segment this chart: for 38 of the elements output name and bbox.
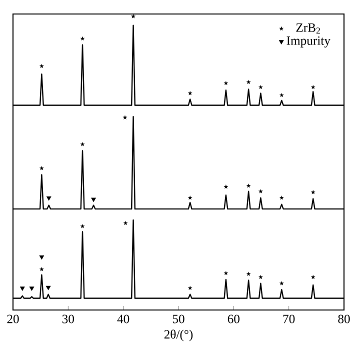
x-tick-label: 40 bbox=[117, 314, 130, 324]
point bbox=[224, 184, 228, 189]
point bbox=[91, 198, 96, 202]
point bbox=[224, 270, 228, 276]
point bbox=[39, 266, 44, 272]
point bbox=[29, 286, 34, 291]
point bbox=[46, 196, 52, 201]
point bbox=[279, 195, 284, 200]
point bbox=[246, 272, 251, 276]
point bbox=[130, 14, 136, 18]
legend-label: ZrB$_{2}$ bbox=[296, 23, 320, 34]
point bbox=[80, 224, 85, 228]
point bbox=[279, 92, 284, 98]
point bbox=[279, 281, 284, 286]
point bbox=[310, 190, 316, 194]
point bbox=[310, 84, 316, 90]
point bbox=[46, 286, 51, 290]
point bbox=[39, 166, 44, 170]
point bbox=[246, 183, 251, 188]
point bbox=[258, 274, 263, 280]
point bbox=[188, 90, 192, 96]
point bbox=[188, 195, 192, 200]
legend-label: Impurity bbox=[286, 36, 330, 48]
x-tick-label: 50 bbox=[172, 314, 184, 324]
point bbox=[20, 286, 25, 291]
point bbox=[224, 80, 228, 86]
point bbox=[39, 64, 44, 68]
point bbox=[258, 84, 263, 90]
point bbox=[39, 255, 44, 260]
x-tick-label: 70 bbox=[283, 314, 295, 324]
point bbox=[80, 142, 85, 146]
x-tick-label: 80 bbox=[338, 314, 350, 324]
point bbox=[258, 189, 263, 194]
x-tick-label: 60 bbox=[228, 314, 240, 324]
x-tick-label: 30 bbox=[62, 314, 74, 324]
point bbox=[123, 220, 128, 226]
x-tick-label: 20 bbox=[7, 314, 19, 324]
x-axis-title: 2θ/(°) bbox=[164, 330, 193, 342]
